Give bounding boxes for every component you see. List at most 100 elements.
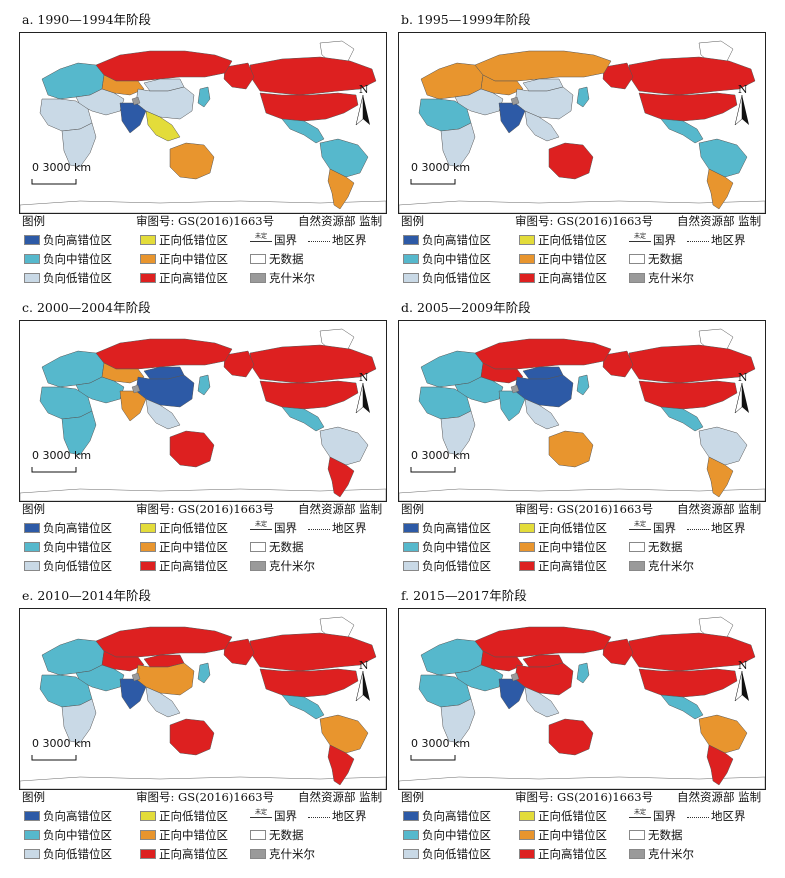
region-canada (628, 56, 756, 96)
legend-item-neg-mid: 负向中错位区 (403, 539, 491, 555)
swatch-icon (250, 273, 266, 283)
swatch-icon (24, 849, 40, 859)
legend-item-regional-border: 地区界 (687, 232, 746, 248)
scale-label: 0 3000 km (32, 737, 91, 750)
national-border-line-icon: 未定 (629, 521, 651, 533)
region-africa-s (440, 698, 476, 744)
legend-item-no-data: 无数据 (250, 251, 304, 267)
swatch-icon (403, 849, 419, 859)
swatch-icon (519, 254, 535, 264)
swatch-icon (519, 811, 535, 821)
scale-bar: 0 3000 km (410, 449, 470, 473)
swatch-icon (24, 830, 40, 840)
region-sa-north (319, 426, 369, 466)
north-label: N (359, 83, 369, 96)
swatch-icon (403, 254, 419, 264)
swatch-icon (519, 235, 535, 245)
swatch-icon (250, 830, 266, 840)
region-usa (638, 668, 738, 698)
regional-border-line-icon (308, 523, 330, 533)
map-panel-c: c. 2000—2004年阶段 N 0 3000 km 图例 审图号: GS(201… (14, 300, 387, 590)
swatch-icon (629, 849, 645, 859)
legend-item-neg-high: 负向高错位区 (24, 520, 112, 536)
map-approval-number: 审图号: GS(2016)1663号 (515, 214, 654, 228)
region-kashmir (131, 384, 141, 394)
map-legend: 图例 审图号: GS(2016)1663号 自然资源部 监制 负向高错位区 正向… (22, 212, 387, 287)
legend-item-pos-mid: 正向中错位区 (140, 827, 228, 843)
region-mexico (660, 694, 704, 720)
swatch-icon (403, 561, 419, 571)
supervisor-label: 自然资源部 监制 (677, 790, 762, 804)
legend-title: 图例 (401, 790, 424, 804)
swatch-icon (140, 273, 156, 283)
legend-item-kashmir: 克什米尔 (629, 558, 694, 574)
legend-item-national-border: 未定 国界 (629, 520, 676, 536)
swatch-icon (403, 811, 419, 821)
map-panel-d: d. 2005—2009年阶段 N 0 3000 km 图例 审图号: GS(201… (393, 300, 766, 590)
legend-item-neg-low: 负向低错位区 (24, 558, 112, 574)
swatch-icon (140, 254, 156, 264)
legend-item-national-border: 未定 国界 (250, 520, 297, 536)
legend-item-pos-low: 正向低错位区 (140, 808, 228, 824)
north-label: N (359, 371, 369, 384)
region-canada (628, 632, 756, 672)
national-border-line-icon: 未定 (250, 521, 272, 533)
region-russia (95, 338, 233, 370)
region-kashmir (510, 672, 520, 682)
region-canada (249, 344, 377, 384)
world-map: N 0 3000 km (398, 608, 766, 790)
region-usa (259, 380, 359, 410)
swatch-icon (24, 561, 40, 571)
legend-item-pos-high: 正向高错位区 (140, 558, 228, 574)
scale-bar: 0 3000 km (31, 161, 91, 185)
panel-title: e. 2010—2014年阶段 (22, 588, 151, 603)
legend-item-pos-high: 正向高错位区 (140, 846, 228, 862)
world-map: N 0 3000 km (398, 320, 766, 502)
swatch-icon (403, 542, 419, 552)
region-australia (169, 430, 215, 468)
legend-item-regional-border: 地区界 (308, 520, 367, 536)
legend-item-pos-high: 正向高错位区 (519, 270, 607, 286)
scale-label: 0 3000 km (411, 449, 470, 462)
legend-item-pos-high: 正向高错位区 (519, 846, 607, 862)
swatch-icon (629, 273, 645, 283)
region-alaska (602, 350, 634, 378)
regional-border-line-icon (308, 811, 330, 821)
swatch-icon (629, 561, 645, 571)
legend-item-neg-mid: 负向中错位区 (403, 251, 491, 267)
region-canada (249, 56, 377, 96)
legend-item-no-data: 无数据 (250, 827, 304, 843)
national-border-line-icon: 未定 (629, 233, 651, 245)
regional-border-line-icon (687, 523, 709, 533)
world-map: N 0 3000 km (19, 320, 387, 502)
region-alaska (223, 62, 255, 90)
north-arrow-icon: N (355, 83, 370, 126)
panel-title: b. 1995—1999年阶段 (401, 12, 531, 27)
north-arrow-icon: N (355, 659, 370, 702)
region-sa-north (319, 714, 369, 754)
map-approval-number: 审图号: GS(2016)1663号 (136, 790, 275, 804)
region-kashmir (131, 96, 141, 106)
antarctica (399, 200, 765, 213)
swatch-icon (250, 849, 266, 859)
scale-label: 0 3000 km (411, 161, 470, 174)
north-label: N (359, 659, 369, 672)
legend-item-neg-low: 负向低错位区 (403, 270, 491, 286)
region-canada (628, 344, 756, 384)
legend-item-neg-high: 负向高错位区 (403, 808, 491, 824)
swatch-icon (629, 254, 645, 264)
legend-item-regional-border: 地区界 (308, 808, 367, 824)
region-kashmir (510, 96, 520, 106)
legend-title: 图例 (401, 502, 424, 516)
region-sa-south (327, 456, 355, 498)
scale-bar: 0 3000 km (31, 449, 91, 473)
north-arrow-icon: N (734, 371, 749, 414)
map-approval-number: 审图号: GS(2016)1663号 (515, 502, 654, 516)
map-approval-number: 审图号: GS(2016)1663号 (136, 214, 275, 228)
region-africa-s (61, 122, 97, 168)
region-russia (95, 626, 233, 658)
legend-item-no-data: 无数据 (629, 539, 683, 555)
region-russia (474, 338, 612, 370)
map-panel-f: f. 2015—2017年阶段 N 0 3000 km 图例 审图号: GS(201… (393, 588, 766, 878)
swatch-icon (629, 542, 645, 552)
